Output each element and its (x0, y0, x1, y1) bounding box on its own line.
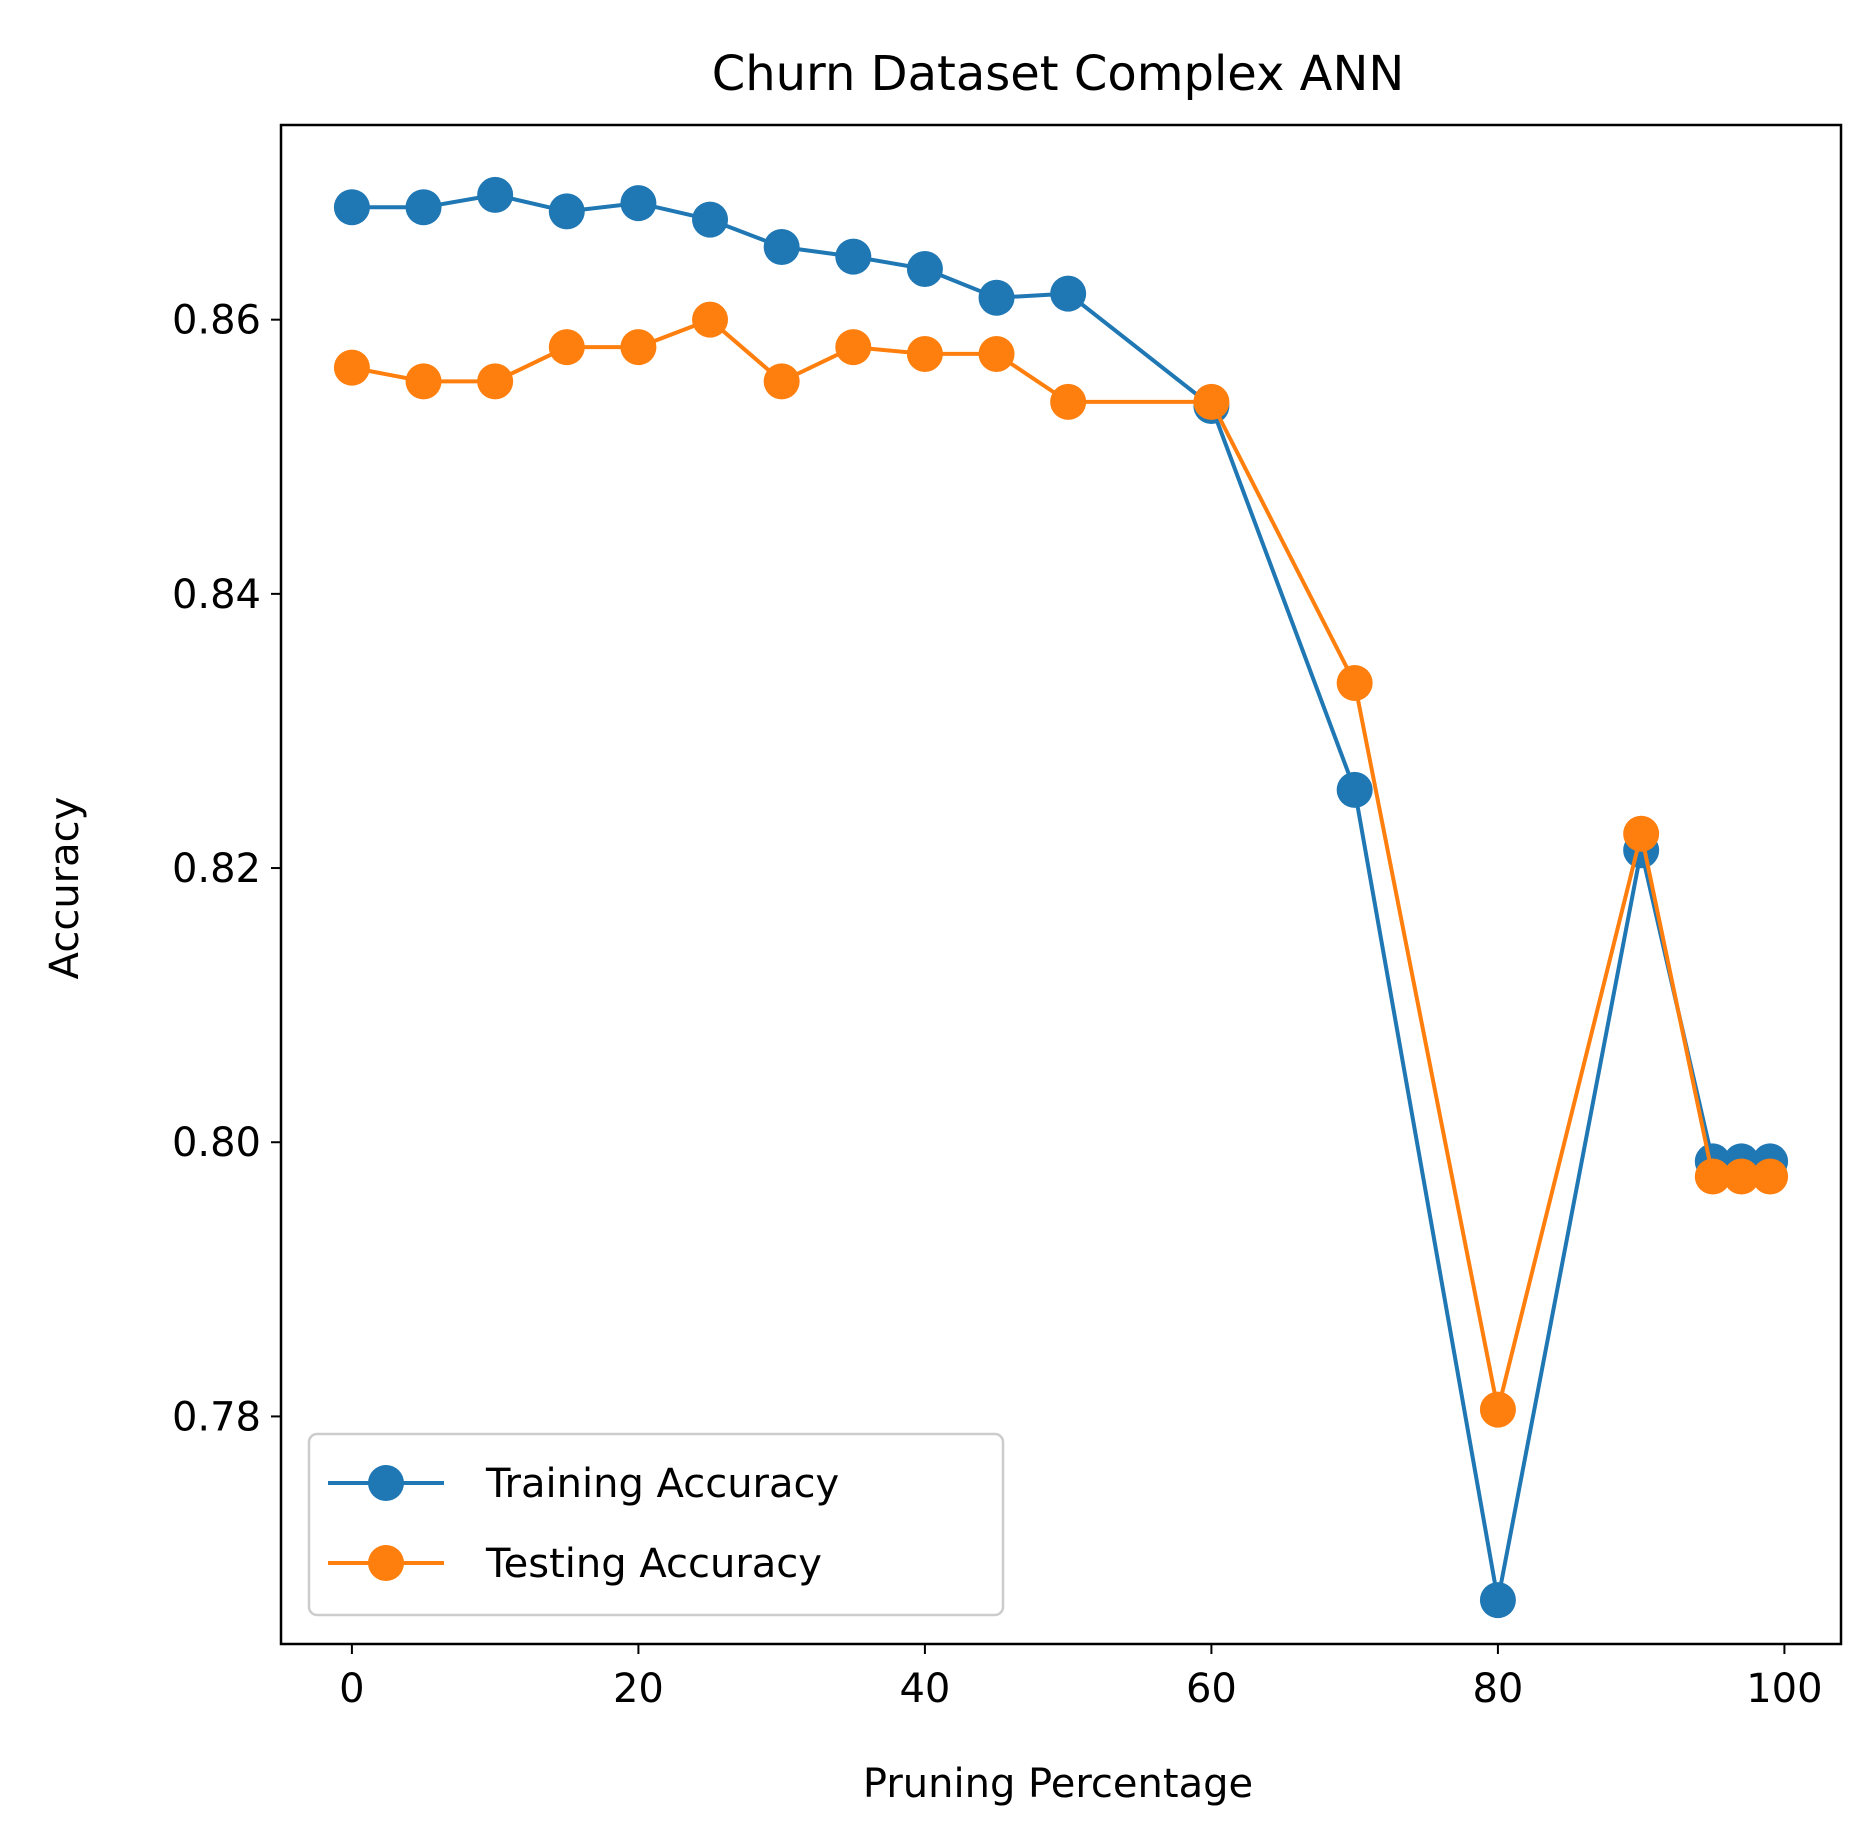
x-tick-label: 80 (1472, 1666, 1523, 1712)
chart-title: Churn Dataset Complex ANN (712, 46, 1405, 102)
x-tick-label: 0 (339, 1666, 364, 1712)
legend-box (307, 1432, 1005, 1617)
data-point (692, 201, 729, 238)
y-tick-label: 0.86 (172, 298, 261, 344)
series-2 (333, 301, 1789, 1428)
data-point (405, 189, 442, 226)
x-axis-ticks: 0 20 40 60 80 100 (339, 1644, 1823, 1712)
axes-frame (279, 123, 1843, 1646)
x-tick-label: 40 (899, 1666, 950, 1712)
legend-label: Training Accuracy (485, 1461, 839, 1507)
x-axis-label: Pruning Percentage (863, 1761, 1253, 1807)
data-point (333, 189, 370, 226)
data-point (835, 329, 872, 366)
data-point (1694, 1158, 1731, 1195)
data-point (548, 329, 585, 366)
data-point (1479, 1582, 1516, 1619)
plot-background (281, 125, 1841, 1644)
data-point (477, 363, 514, 400)
data-point (1193, 383, 1230, 420)
legend: Training Accuracy Testing Accuracy (307, 1432, 1005, 1617)
data-point (333, 349, 370, 386)
data-point (1050, 383, 1087, 420)
data-point (620, 185, 657, 222)
data-point (692, 301, 729, 338)
data-point (405, 363, 442, 400)
data-point (1752, 1158, 1789, 1195)
legend-marker (368, 1545, 404, 1581)
legend-label: Testing Accuracy (485, 1541, 822, 1587)
data-point (906, 250, 943, 287)
plot-area (281, 125, 1841, 1644)
data-point (477, 176, 514, 213)
data-point (1479, 1391, 1516, 1428)
data-point (620, 329, 657, 366)
y-tick-label: 0.80 (172, 1120, 261, 1166)
y-tick-label: 0.82 (172, 846, 261, 892)
y-tick-label: 0.78 (172, 1394, 261, 1440)
data-point (1050, 275, 1087, 312)
x-tick-label: 100 (1746, 1666, 1822, 1712)
data-point (978, 335, 1015, 372)
data-point (548, 193, 585, 230)
data-point (1723, 1158, 1760, 1195)
data-point (1336, 664, 1373, 701)
data-point (978, 279, 1015, 316)
data-point (906, 335, 943, 372)
x-tick-label: 60 (1186, 1666, 1237, 1712)
data-point (1336, 771, 1373, 808)
data-point (763, 229, 800, 266)
x-tick-label: 20 (613, 1666, 664, 1712)
y-axis-ticks: 0.78 0.80 0.82 0.84 0.86 (172, 298, 281, 1440)
series-group (333, 176, 1789, 1619)
data-point (835, 238, 872, 275)
y-axis-label: Accuracy (42, 797, 88, 980)
y-tick-label: 0.84 (172, 572, 261, 618)
data-point (763, 363, 800, 400)
data-point (1623, 815, 1660, 852)
legend-marker (368, 1465, 404, 1501)
